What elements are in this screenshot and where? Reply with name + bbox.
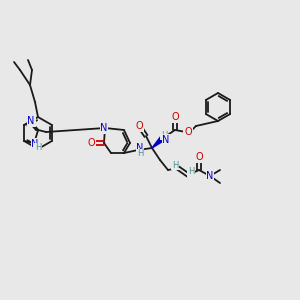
Text: O: O (87, 138, 95, 148)
Text: H: H (188, 167, 194, 176)
Text: H: H (137, 149, 143, 158)
Text: O: O (184, 127, 192, 137)
Text: N: N (162, 135, 170, 145)
Polygon shape (152, 136, 165, 148)
Text: N: N (206, 171, 214, 181)
Text: H: H (35, 143, 41, 152)
Text: H: H (161, 130, 167, 140)
Text: N: N (28, 116, 35, 126)
Text: O: O (135, 121, 143, 131)
Text: N: N (100, 123, 108, 133)
Text: N: N (32, 139, 39, 149)
Text: H: H (172, 160, 178, 169)
Text: O: O (171, 112, 179, 122)
Text: O: O (195, 152, 203, 162)
Text: N: N (136, 143, 144, 153)
